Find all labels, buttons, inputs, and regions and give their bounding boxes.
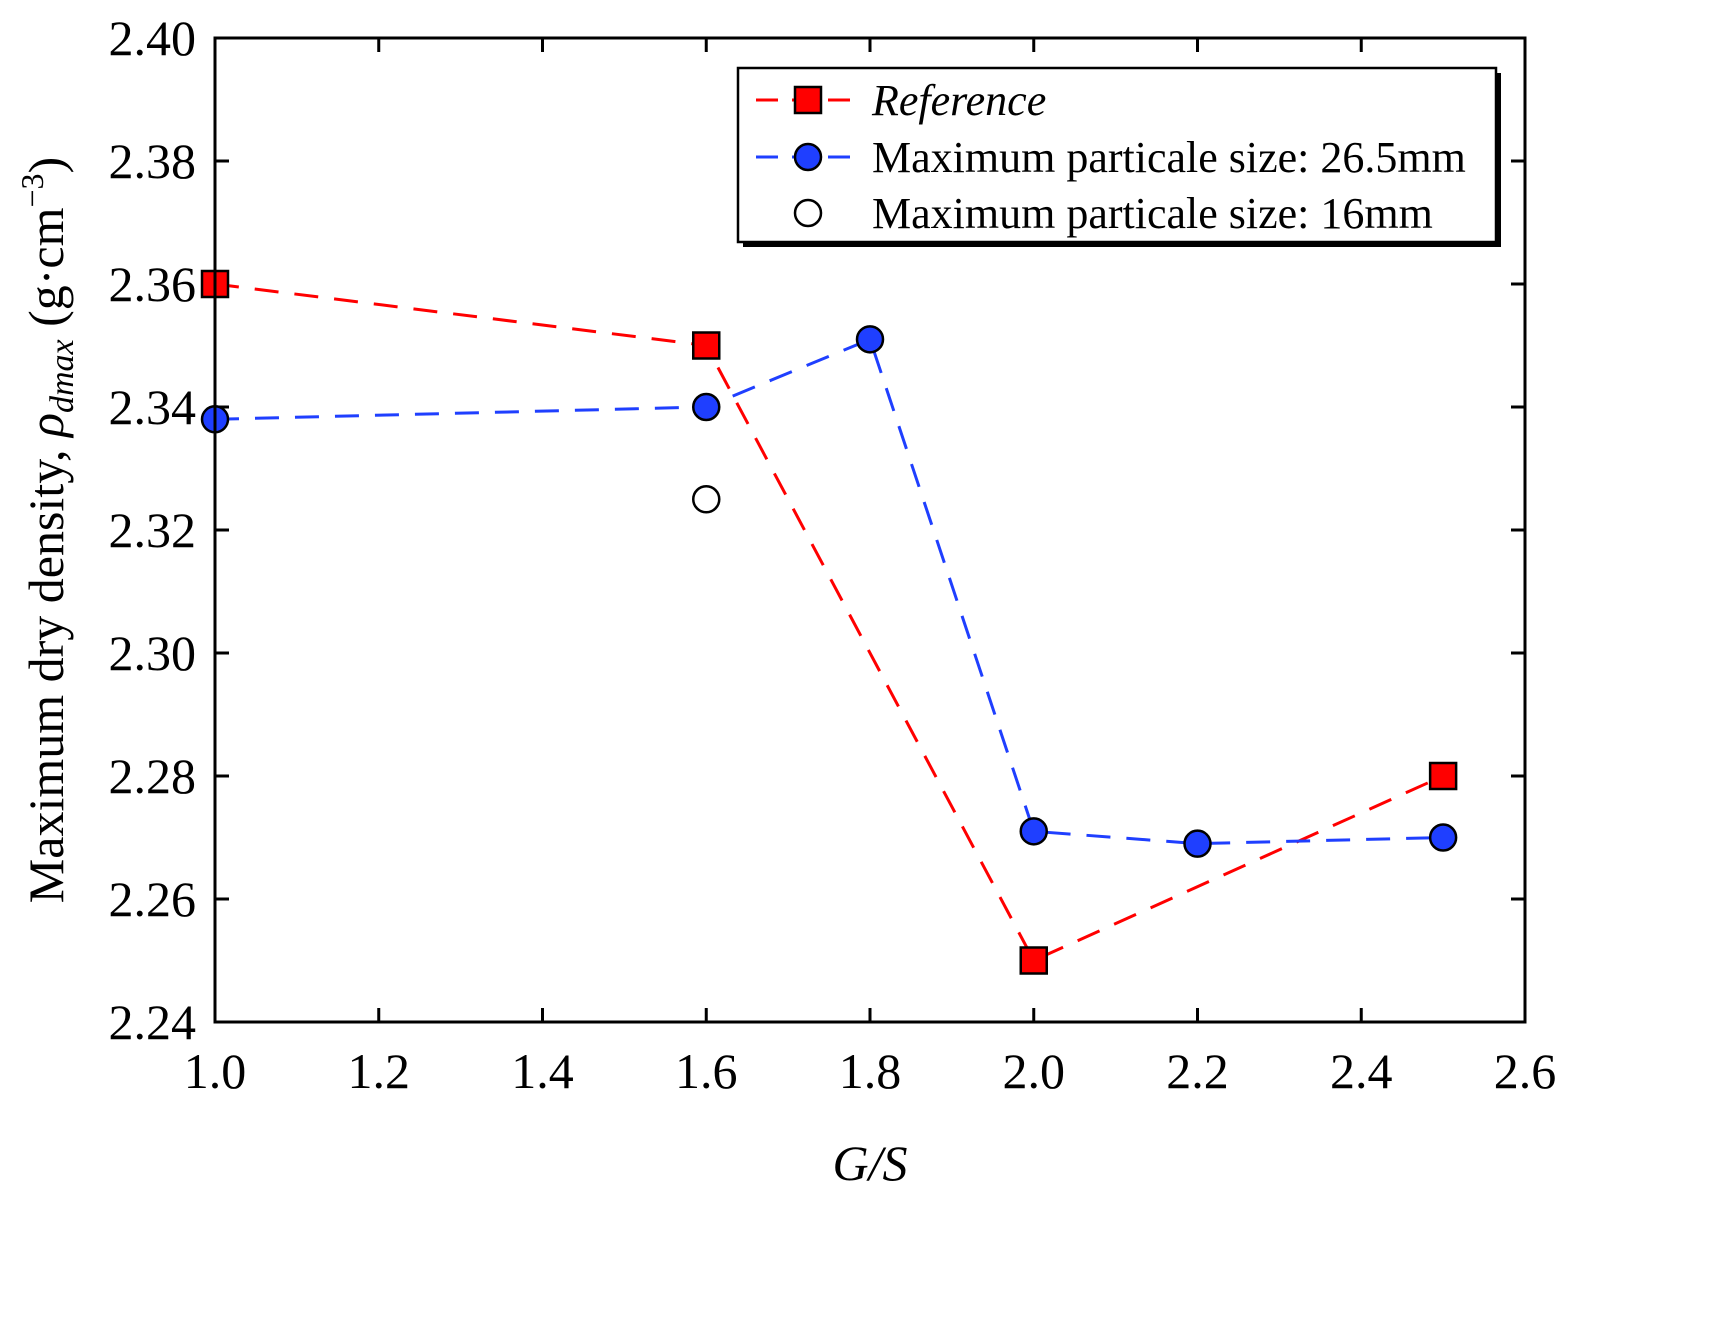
legend-label-0: Reference bbox=[871, 76, 1046, 125]
legend-label-1: Maximum particale size: 26.5mm bbox=[872, 133, 1466, 182]
data-point-s0-1 bbox=[692, 331, 721, 360]
y-axis-title: Maximum dry density, ρdmax (g·cm−3) bbox=[14, 157, 81, 903]
y-axis-title-unit-open: (g·cm bbox=[18, 207, 74, 339]
y-tick-label: 2.30 bbox=[109, 625, 197, 681]
legend-box bbox=[736, 66, 1498, 244]
x-tick-label: 2.2 bbox=[1166, 1043, 1229, 1099]
x-tick-label: 1.0 bbox=[184, 1043, 247, 1099]
y-axis-title-symbol: ρ bbox=[18, 413, 74, 439]
x-tick-label: 2.0 bbox=[1003, 1043, 1066, 1099]
x-tick-label: 1.6 bbox=[675, 1043, 738, 1099]
legend-label-2: Maximum particale size: 16mm bbox=[872, 189, 1433, 238]
y-tick-label: 2.36 bbox=[109, 256, 197, 312]
x-tick-label: 1.2 bbox=[348, 1043, 411, 1099]
data-point-s1-2 bbox=[855, 325, 885, 354]
y-tick-label: 2.24 bbox=[109, 994, 197, 1050]
y-tick-label: 2.38 bbox=[109, 133, 197, 189]
y-tick-label: 2.32 bbox=[109, 502, 197, 558]
legend-marker-0 bbox=[793, 85, 823, 115]
y-axis-title-unit-exp: −3 bbox=[14, 173, 50, 207]
series-line-0 bbox=[214, 282, 1444, 963]
data-point-s0-3 bbox=[1428, 761, 1458, 791]
y-tick-label: 2.40 bbox=[109, 10, 197, 66]
x-tick-label: 2.6 bbox=[1494, 1043, 1557, 1099]
x-tick-label: 1.4 bbox=[511, 1043, 574, 1099]
plot-frame bbox=[213, 36, 1527, 1024]
legend: Reference Maximum particale size: 26.5mm M… bbox=[736, 66, 1501, 247]
tick-labels: 1.0 1.2 1.4 1.6 1.8 2.0 2.2 2.4 2.6 2.24 2.26 2.28 2… bbox=[109, 10, 1557, 1099]
data-point-s1-3 bbox=[1019, 817, 1048, 846]
series-line-1 bbox=[214, 337, 1444, 846]
data-point-s2-0 bbox=[692, 485, 721, 514]
y-tick-label: 2.28 bbox=[109, 748, 197, 804]
y-axis-title-subscript: dmax bbox=[44, 339, 81, 413]
legend-marker-2 bbox=[793, 198, 823, 228]
series-lines bbox=[214, 282, 1444, 963]
y-tick-label: 2.26 bbox=[109, 871, 197, 927]
legend-marker-1 bbox=[793, 142, 823, 172]
x-tick-label: 1.8 bbox=[839, 1043, 902, 1099]
data-point-s0-2 bbox=[1019, 946, 1048, 975]
x-tick-label: 2.4 bbox=[1330, 1043, 1393, 1099]
x-axis-title: G/S bbox=[833, 1135, 908, 1191]
data-point-s1-1 bbox=[692, 392, 721, 422]
y-axis-title-unit-close: ) bbox=[18, 157, 74, 174]
y-tick-label: 2.34 bbox=[109, 379, 197, 435]
data-point-s1-4 bbox=[1183, 829, 1212, 858]
data-point-s1-5 bbox=[1428, 823, 1458, 852]
y-axis-title-prefix: Maximum dry density, bbox=[18, 437, 74, 903]
series-markers bbox=[200, 269, 1458, 975]
